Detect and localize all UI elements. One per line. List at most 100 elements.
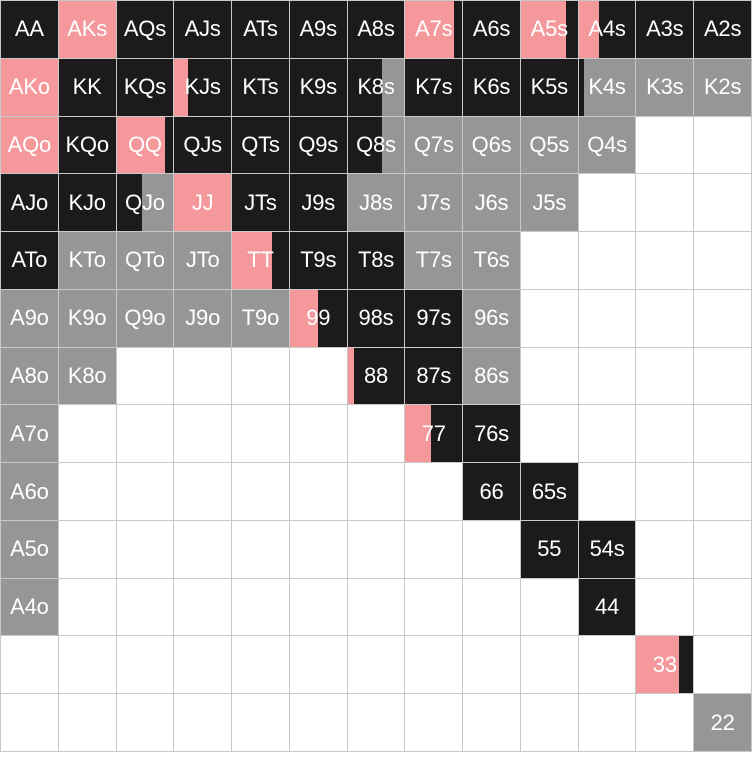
empty-cell xyxy=(173,346,232,405)
action-segment-call xyxy=(232,58,289,116)
hand-cell-t6s: T6s xyxy=(462,231,520,289)
empty-cell xyxy=(288,519,347,578)
hand-label: Q9s xyxy=(298,131,339,157)
hand-label: Q4s xyxy=(587,131,627,157)
action-segment-fold xyxy=(232,289,289,347)
empty-cell xyxy=(519,346,578,405)
hand-cell-a8o: A8o xyxy=(0,346,58,405)
hand-label: KJo xyxy=(68,189,106,215)
hand-label: J9s xyxy=(301,189,336,215)
hand-label: 55 xyxy=(537,536,562,562)
hand-label: 22 xyxy=(710,709,735,735)
action-segment-fold xyxy=(1,463,58,520)
action-segment-call xyxy=(174,116,232,174)
hand-label: A6o xyxy=(10,478,49,504)
hand-label: A7s xyxy=(415,16,453,42)
empty-cell xyxy=(635,115,694,174)
hand-label: 86s xyxy=(474,362,509,388)
action-segment-call xyxy=(116,1,174,58)
hand-cell-a8s: A8s xyxy=(346,0,405,58)
hand-label: T9s xyxy=(300,247,337,273)
action-segment-call xyxy=(289,174,347,232)
action-segment-call xyxy=(405,58,463,116)
hand-cell-q9s: Q9s xyxy=(288,115,347,174)
hand-label: T8s xyxy=(357,247,395,273)
hand-cell-t9s: T9s xyxy=(288,231,347,289)
hand-label: T6s xyxy=(473,247,510,273)
hand-label: 88 xyxy=(363,362,389,388)
hand-label: Q9o xyxy=(124,305,166,331)
hand-cell-76s: 76s xyxy=(462,404,520,463)
hand-label: KQo xyxy=(65,131,109,157)
action-segment-call xyxy=(578,520,636,578)
hand-cell-97s: 97s xyxy=(404,288,463,347)
empty-cell xyxy=(115,519,174,578)
action-segment-raise xyxy=(232,232,272,289)
empty-cell xyxy=(635,693,694,751)
hand-cell-j5s: J5s xyxy=(519,173,578,232)
empty-cell xyxy=(231,635,289,694)
hand-cell-77: 77 xyxy=(404,404,463,463)
action-segment-call xyxy=(289,232,347,289)
action-segment-fold xyxy=(405,232,463,289)
hand-cell-kts: KTs xyxy=(231,57,289,116)
empty-cell xyxy=(693,173,751,232)
empty-cell xyxy=(57,462,116,520)
hand-label: QQ xyxy=(128,131,162,157)
hand-label: Q7s xyxy=(413,131,454,157)
action-segment-call xyxy=(174,1,232,58)
action-segment-raise xyxy=(58,1,116,58)
empty-cell xyxy=(404,635,463,694)
empty-cell xyxy=(346,693,405,751)
hand-label: K2s xyxy=(703,74,742,100)
hand-cell-ato: ATo xyxy=(0,231,58,289)
action-segment-call xyxy=(347,116,382,174)
hand-label: QTs xyxy=(241,131,280,157)
hand-cell-q9o: Q9o xyxy=(115,288,174,347)
hand-cell-kk: KK xyxy=(57,57,116,116)
empty-cell xyxy=(693,462,751,520)
action-segment-raise xyxy=(174,174,232,232)
action-segment-call xyxy=(463,405,520,463)
empty-cell xyxy=(462,577,520,636)
empty-cell xyxy=(635,288,694,347)
hand-label: K8s xyxy=(357,74,395,100)
action-segment-call xyxy=(58,58,116,116)
hand-label: A4o xyxy=(10,594,49,620)
empty-cell xyxy=(57,404,116,463)
hand-cell-55: 55 xyxy=(519,519,578,578)
action-segment-call xyxy=(58,116,116,174)
empty-cell xyxy=(519,231,578,289)
action-segment-call xyxy=(453,1,463,58)
empty-cell xyxy=(404,519,463,578)
action-segment-raise xyxy=(636,636,680,694)
hand-label: 66 xyxy=(479,478,504,504)
empty-cell xyxy=(231,462,289,520)
empty-cell xyxy=(519,577,578,636)
action-segment-call xyxy=(598,1,636,58)
hand-label: JTo xyxy=(185,247,220,273)
hand-label: J6s xyxy=(474,189,509,215)
hand-label: KTo xyxy=(68,247,106,273)
action-segment-fold xyxy=(520,174,578,232)
empty-cell xyxy=(693,346,751,405)
action-segment-call xyxy=(164,116,174,174)
hand-label: K7s xyxy=(415,74,453,100)
hand-cell-99: 99 xyxy=(288,288,347,347)
action-segment-fold xyxy=(1,289,58,347)
action-segment-call xyxy=(636,1,694,58)
hand-label: K5s xyxy=(530,74,569,100)
hand-cell-j6s: J6s xyxy=(462,173,520,232)
empty-cell xyxy=(577,404,636,463)
hand-label: AKo xyxy=(8,74,50,100)
hand-label: AKs xyxy=(67,16,108,42)
empty-cell xyxy=(693,577,751,636)
hand-cell-j9s: J9s xyxy=(288,173,347,232)
action-segment-call xyxy=(289,58,347,116)
hand-label: KK xyxy=(72,74,102,100)
action-segment-call xyxy=(318,289,347,347)
hand-cell-aks: AKs xyxy=(57,0,116,58)
action-segment-call xyxy=(405,347,463,405)
hand-cell-96s: 96s xyxy=(462,288,520,347)
